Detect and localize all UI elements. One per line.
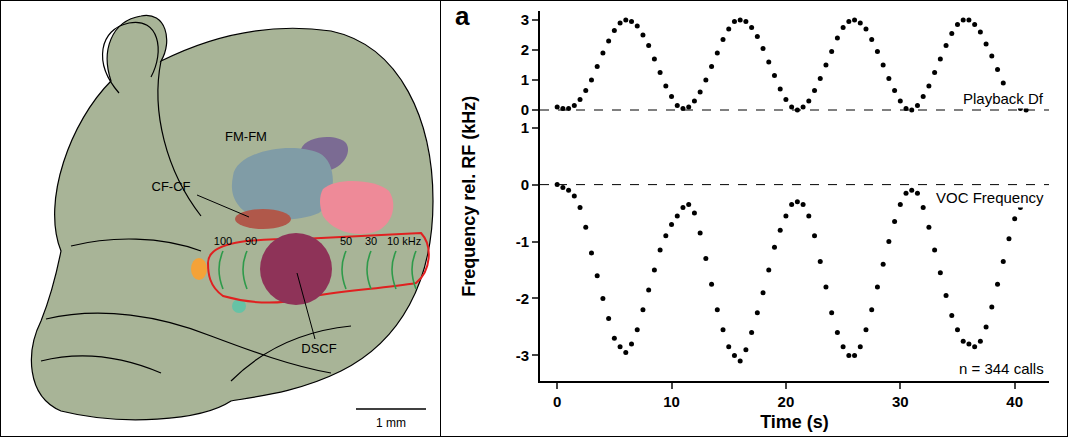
svg-text:Time (s): Time (s) — [760, 412, 829, 432]
svg-text:10 kHz: 10 kHz — [387, 235, 421, 247]
svg-text:10: 10 — [663, 393, 680, 410]
svg-text:CF-CF: CF-CF — [152, 179, 191, 194]
svg-text:-1: -1 — [516, 233, 529, 250]
svg-text:0: 0 — [553, 393, 561, 410]
svg-text:100: 100 — [214, 235, 232, 247]
svg-text:Frequency rel. RF (kHz): Frequency rel. RF (kHz) — [459, 96, 479, 297]
svg-text:2: 2 — [521, 41, 529, 58]
svg-text:40: 40 — [1006, 393, 1023, 410]
svg-text:20: 20 — [778, 393, 795, 410]
svg-text:3: 3 — [521, 11, 529, 28]
svg-text:30: 30 — [892, 393, 909, 410]
svg-text:Playback Df: Playback Df — [963, 90, 1044, 107]
svg-text:1: 1 — [521, 119, 529, 136]
svg-text:90: 90 — [245, 235, 257, 247]
html-text:a: a — [455, 1, 470, 31]
svg-text:0: 0 — [521, 176, 529, 193]
svg-text:VOC Frequency: VOC Frequency — [936, 189, 1044, 206]
svg-text:50: 50 — [340, 235, 352, 247]
svg-text:1 mm: 1 mm — [376, 416, 406, 430]
svg-text:-2: -2 — [516, 290, 529, 307]
svg-text:FM-FM: FM-FM — [225, 129, 267, 144]
svg-text:n = 344 calls: n = 344 calls — [959, 360, 1044, 377]
svg-text:0: 0 — [521, 101, 529, 118]
svg-text:1: 1 — [521, 71, 529, 88]
svg-text:-3: -3 — [516, 347, 529, 364]
svg-text:30: 30 — [365, 235, 377, 247]
svg-text:DSCF: DSCF — [301, 341, 336, 356]
